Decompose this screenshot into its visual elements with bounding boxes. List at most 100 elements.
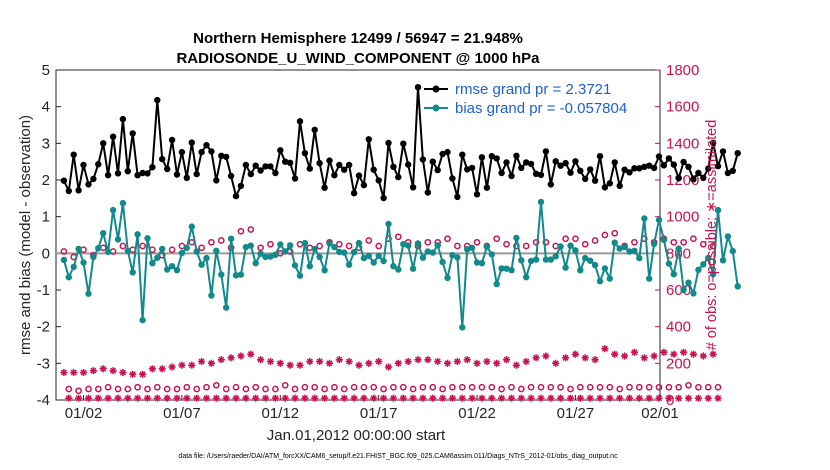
possible-point: [316, 242, 323, 250]
possible-point: [714, 383, 722, 391]
rmse-point: [675, 175, 682, 182]
assimilated-point: [330, 394, 338, 402]
possible-point: [217, 237, 225, 244]
bias-point: [611, 239, 618, 246]
rmse-point: [434, 166, 441, 174]
rmse-point: [345, 161, 353, 169]
possible-point: [193, 385, 201, 393]
rmse-point: [218, 152, 225, 159]
assimilated-point: [168, 363, 176, 371]
assimilated-point: [424, 356, 432, 364]
assimilated-point: [148, 365, 156, 373]
assimilated-point: [552, 359, 560, 367]
bias-point: [286, 242, 294, 249]
possible-point: [631, 238, 638, 246]
rmse-point: [104, 172, 112, 179]
possible-point: [581, 240, 589, 248]
rmse-point: [695, 169, 702, 177]
possible-point: [458, 383, 466, 391]
bias-point: [616, 245, 623, 252]
possible-point: [85, 385, 92, 393]
assimilated-point: [625, 394, 634, 402]
assimilated-point: [557, 394, 565, 402]
assimilated-point: [257, 356, 265, 364]
assimilated-point: [375, 357, 383, 366]
rmse-point: [85, 181, 92, 188]
rmse-point: [641, 163, 648, 170]
possible-point: [562, 235, 569, 243]
bias-point: [478, 260, 486, 267]
assimilated-point: [571, 350, 579, 358]
bias-point: [223, 304, 230, 311]
assimilated-point: [660, 348, 668, 356]
assimilated-point: [458, 394, 466, 402]
possible-point: [645, 383, 653, 391]
legend: rmse grand pr = 2.3721 bias grand pr = -…: [424, 81, 627, 117]
rmse-point: [198, 148, 205, 156]
bias-point: [237, 271, 245, 278]
possible-point: [454, 242, 461, 250]
possible-point: [611, 229, 619, 237]
chart-title-line1: Northern Hemisphere 12499 / 56947 = 21.9…: [193, 30, 523, 47]
left-tick-label: 4: [42, 99, 50, 116]
assimilated-point: [153, 394, 161, 402]
plot-area: [55, 69, 661, 401]
possible-point: [139, 242, 146, 250]
assimilated-point: [139, 370, 147, 378]
possible-point: [542, 238, 550, 246]
possible-point: [522, 242, 530, 250]
assimilated-point: [335, 356, 343, 364]
bias-point: [582, 254, 589, 262]
assimilated-point: [296, 361, 304, 369]
rmse-point: [395, 173, 402, 181]
assimilated-point: [286, 361, 294, 369]
rmse-point: [188, 139, 195, 146]
legend-bias-marker: [432, 104, 440, 112]
rmse-point: [488, 153, 495, 160]
rmse-point: [355, 172, 363, 179]
rmse-point: [70, 151, 77, 158]
assimilated-point: [355, 361, 363, 369]
rmse-point: [267, 163, 274, 170]
rmse-point: [272, 169, 279, 177]
assimilated-point: [562, 354, 570, 362]
possible-point: [390, 383, 397, 391]
bias-point: [252, 260, 259, 267]
assimilated-point: [321, 394, 329, 402]
possible-point: [321, 385, 328, 393]
possible-point: [198, 244, 205, 252]
possible-point: [114, 385, 122, 393]
bias-point: [262, 253, 269, 261]
bias-point: [655, 216, 663, 224]
right-tick-label: 1600: [666, 99, 699, 116]
rmse-point: [291, 175, 299, 182]
possible-point: [119, 242, 127, 250]
left-tick-label: 3: [42, 135, 50, 152]
possible-point: [134, 383, 141, 391]
possible-point: [429, 383, 437, 391]
possible-point: [399, 383, 407, 391]
bias-point: [109, 206, 117, 214]
assimilated-point: [611, 350, 619, 358]
rmse-point: [365, 136, 372, 143]
rmse-point: [203, 142, 210, 149]
rmse-point: [532, 170, 540, 177]
rmse-point: [223, 153, 230, 161]
left-tick-label: 5: [42, 62, 50, 79]
bias-point: [104, 248, 112, 256]
rmse-point: [134, 172, 141, 179]
bias-point: [631, 247, 638, 254]
assimilated-point: [188, 361, 196, 369]
possible-point: [665, 383, 673, 391]
rmse-point: [306, 165, 313, 172]
rmse-point: [650, 164, 658, 172]
bias-point: [424, 248, 431, 255]
assimilated-point: [684, 394, 693, 402]
assimilated-point: [419, 394, 427, 402]
rmse-point: [527, 160, 535, 168]
legend-bias-label: bias grand pr = -0.057804: [455, 100, 627, 117]
rmse-point: [483, 184, 491, 191]
bias-point: [714, 206, 722, 214]
x-tick-label: 01/22: [458, 405, 496, 422]
possible-point: [498, 385, 505, 393]
